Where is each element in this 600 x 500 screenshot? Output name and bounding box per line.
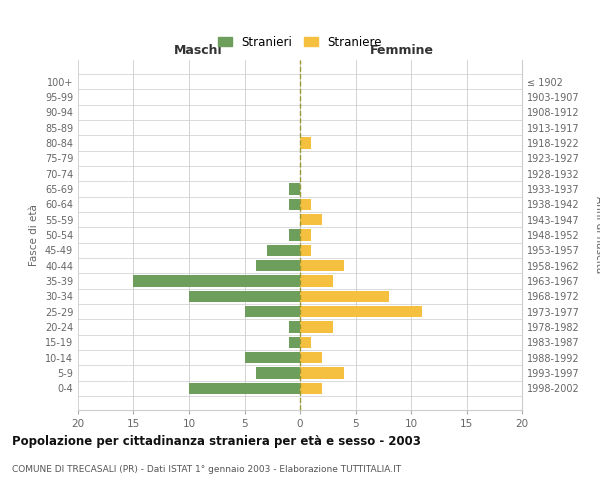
Bar — [289, 183, 300, 194]
Bar — [300, 290, 389, 302]
Bar — [245, 306, 300, 318]
Bar — [300, 382, 322, 394]
Text: Maschi: Maschi — [173, 44, 222, 57]
Bar — [300, 198, 311, 210]
Bar — [256, 260, 300, 272]
Bar — [189, 290, 300, 302]
Bar — [300, 229, 311, 241]
Bar — [256, 368, 300, 379]
Legend: Stranieri, Straniere: Stranieri, Straniere — [213, 31, 387, 54]
Bar — [300, 368, 344, 379]
Bar — [300, 214, 322, 226]
Bar — [300, 352, 322, 364]
Bar — [289, 322, 300, 333]
Bar — [300, 336, 311, 348]
Bar — [300, 137, 311, 148]
Bar — [300, 306, 422, 318]
Bar — [266, 244, 300, 256]
Bar — [289, 229, 300, 241]
Text: COMUNE DI TRECASALI (PR) - Dati ISTAT 1° gennaio 2003 - Elaborazione TUTTITALIA.: COMUNE DI TRECASALI (PR) - Dati ISTAT 1°… — [12, 465, 401, 474]
Bar — [289, 198, 300, 210]
Bar — [245, 352, 300, 364]
Y-axis label: Fasce di età: Fasce di età — [29, 204, 39, 266]
Bar — [300, 276, 334, 287]
Bar — [289, 336, 300, 348]
Bar — [300, 244, 311, 256]
Bar — [300, 260, 344, 272]
Text: Popolazione per cittadinanza straniera per età e sesso - 2003: Popolazione per cittadinanza straniera p… — [12, 435, 421, 448]
Bar — [189, 382, 300, 394]
Bar — [300, 322, 334, 333]
Y-axis label: Anni di nascita: Anni di nascita — [593, 196, 600, 274]
Text: Femmine: Femmine — [370, 44, 434, 57]
Bar — [133, 276, 300, 287]
